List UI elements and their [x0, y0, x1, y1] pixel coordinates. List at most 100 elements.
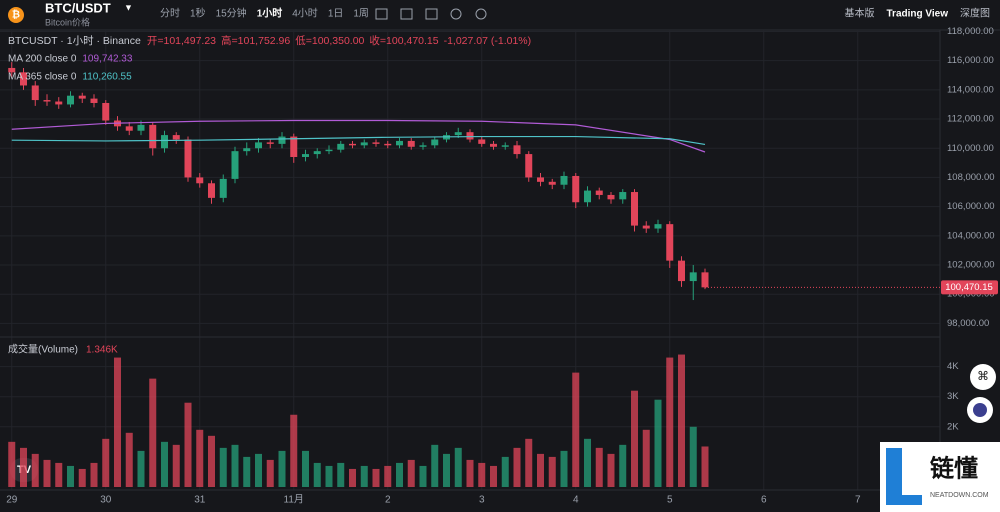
candle-body	[302, 154, 309, 157]
dropdown-arrow[interactable]: ▼	[124, 2, 133, 12]
x-tick-label: 11月	[284, 494, 304, 506]
pair-title[interactable]: BTC/USDT	[45, 0, 111, 15]
volume-bar	[137, 450, 145, 487]
view-button[interactable]: 深度图	[960, 7, 990, 20]
ohlc-text: 低=100,350.00	[295, 34, 364, 47]
candle-body	[255, 142, 262, 149]
volume-bar	[219, 447, 227, 487]
volume-bar	[490, 465, 497, 487]
interval-button[interactable]: 1周	[353, 8, 369, 20]
y-tick-label: 98,000.00	[947, 318, 989, 329]
candle-body	[619, 192, 627, 200]
icon[interactable]	[425, 8, 438, 20]
volume-bar	[572, 372, 580, 487]
volume-bar	[678, 354, 685, 487]
volume-bar	[454, 447, 462, 487]
volume-bar	[78, 468, 86, 487]
candle-body	[231, 151, 239, 179]
watermark: 链懂 NEATDOWN.COM	[880, 442, 1000, 512]
interval-button[interactable]: 4小时	[292, 8, 318, 20]
volume-bar	[689, 426, 697, 487]
x-tick-label: 6	[761, 495, 767, 506]
volume-bar	[619, 444, 627, 487]
candle-body	[184, 139, 192, 178]
icon[interactable]	[475, 8, 487, 20]
volume-bar	[208, 435, 215, 487]
candle-body	[125, 126, 133, 131]
symbol-line: BTCUSDT · 1小时 · Binance	[8, 35, 141, 47]
volume-tick-label: 2K	[947, 421, 959, 432]
icon[interactable]	[450, 8, 462, 20]
view-button[interactable]: 基本版	[845, 7, 875, 20]
volume-bar	[172, 444, 180, 487]
candle-body	[419, 145, 427, 147]
y-tick-label: 106,000.00	[947, 201, 995, 212]
watermark-brand: 链懂	[930, 454, 978, 482]
candle-body	[266, 142, 274, 144]
volume-bar	[701, 446, 709, 487]
volume-bar	[278, 450, 286, 487]
watermark-site: NEATDOWN.COM	[930, 492, 989, 499]
volume-bar	[149, 378, 157, 487]
candle-body	[372, 142, 380, 144]
y-tick-label: 112,000.00	[947, 114, 994, 125]
volume-bar	[43, 459, 51, 487]
coin-symbol: ₿	[12, 9, 20, 21]
volume-bar	[55, 462, 63, 487]
interval-button[interactable]: 1日	[328, 9, 344, 20]
volume-bar	[548, 456, 556, 487]
volume-bar	[184, 402, 192, 487]
icon[interactable]	[400, 8, 413, 20]
grid	[0, 30, 940, 490]
y-tick-label: 114,000.00	[947, 84, 994, 95]
y-tick-label: 116,000.00	[947, 55, 994, 66]
volume-bar	[290, 414, 298, 487]
volume-bar	[513, 447, 521, 487]
last-price-label: 100,470.15	[945, 282, 993, 293]
interval-button[interactable]: 15分钟	[216, 7, 247, 20]
volume-tick-label: 3K	[947, 391, 959, 402]
candle-body	[642, 225, 650, 229]
volume-bar	[537, 453, 544, 487]
candle-body	[102, 102, 110, 121]
candle-body	[78, 95, 86, 99]
candle-body	[290, 136, 298, 157]
volume-bar	[595, 447, 603, 487]
coin-icon	[8, 7, 24, 23]
candle-body	[631, 192, 638, 226]
ohlc-text: 收=100,470.15	[369, 34, 438, 47]
volume-bar	[654, 399, 662, 487]
side-button[interactable]	[970, 364, 996, 390]
interval-button[interactable]: 分时	[160, 8, 180, 20]
volume-bar	[372, 468, 380, 487]
candle-body	[349, 143, 356, 146]
watermark-logo	[886, 448, 922, 505]
volume-bar	[20, 447, 27, 487]
candle-body	[20, 72, 27, 86]
view-button[interactable]: Trading View	[887, 9, 949, 20]
volume-bar	[407, 459, 415, 487]
volume-last: 1.346K	[86, 345, 118, 356]
volume-bar	[313, 462, 321, 487]
candle-body	[537, 177, 544, 182]
volume-bar	[67, 465, 74, 487]
ohlc-text: 高=101,752.96	[221, 34, 290, 47]
candle-body	[67, 95, 74, 105]
interval-button[interactable]: 1秒	[190, 7, 206, 20]
volume-bar	[443, 453, 450, 487]
volume-bar	[396, 462, 403, 487]
candle-body	[243, 148, 251, 152]
x-tick-label: 30	[100, 495, 112, 506]
ma-legend-name: MA 365 close 0	[8, 72, 77, 83]
candle-body	[466, 132, 474, 140]
icon[interactable]	[375, 8, 388, 20]
volume-bar	[266, 459, 274, 487]
volume-bar	[302, 450, 309, 487]
candle-body	[478, 139, 486, 144]
volume-bar	[525, 438, 533, 487]
candle-body	[149, 124, 157, 149]
interval-button[interactable]: 1小时	[257, 7, 283, 20]
candle-body	[607, 194, 615, 200]
volume-bar	[584, 438, 591, 487]
candle-body	[525, 154, 533, 178]
